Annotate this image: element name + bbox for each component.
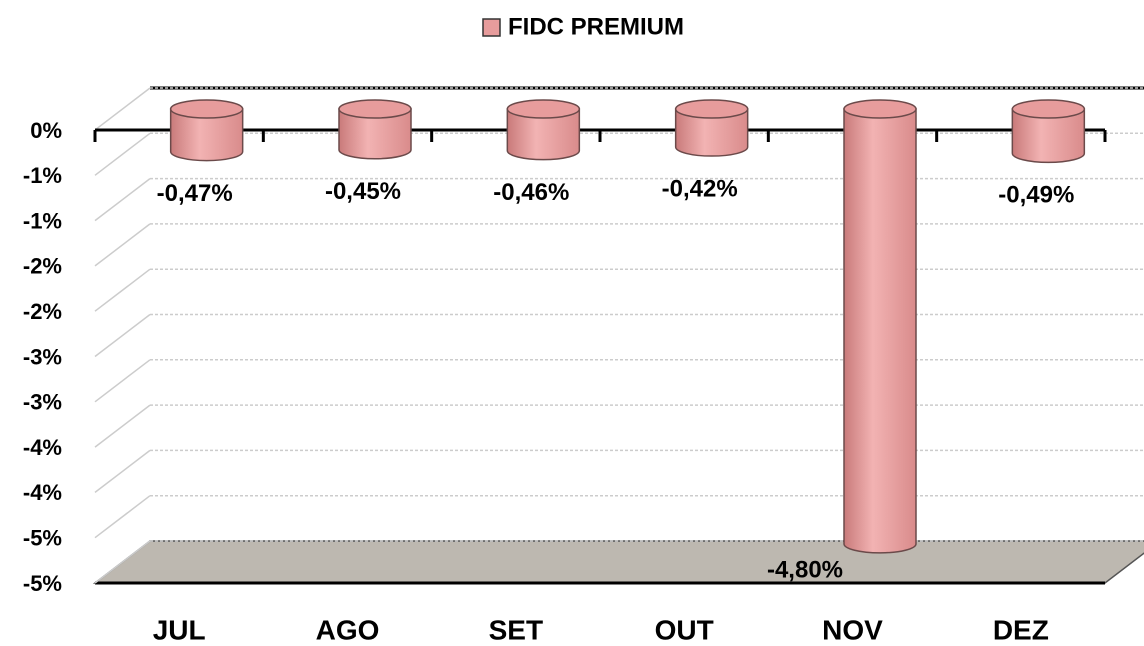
grid-diagonal: [94, 132, 151, 176]
x-tick-label: SET: [489, 614, 543, 645]
y-tick-label: -5%: [23, 571, 62, 596]
cylinder: [169, 99, 244, 162]
grid-diagonal: [94, 359, 151, 403]
cylinder-body: [338, 108, 412, 160]
y-tick-label: -4%: [23, 435, 62, 460]
legend-label: FIDC PREMIUM: [508, 13, 684, 40]
value-label: -0,47%: [157, 180, 233, 207]
y-tick-label: -4%: [23, 480, 62, 505]
cylinder-top: [506, 99, 581, 119]
x-tick-label: JUL: [153, 614, 206, 645]
cylinder-top: [1011, 99, 1086, 119]
grid-diagonal: [94, 268, 151, 312]
value-label: -4,80%: [767, 556, 843, 583]
grid-diagonal: [94, 404, 151, 448]
cylinder-top: [169, 99, 244, 119]
floor: [92, 540, 1144, 584]
x-tick-label: OUT: [655, 614, 714, 645]
cylinder-body: [843, 108, 917, 554]
y-tick-label: -5%: [23, 526, 62, 551]
grid-diagonal: [94, 495, 151, 539]
cylinder-top: [338, 99, 412, 119]
legend-swatch: [482, 18, 501, 37]
value-label: -0,42%: [662, 175, 738, 202]
y-tick-label: -3%: [23, 390, 62, 415]
y-tick-label: -2%: [23, 299, 62, 324]
cylinder: [506, 99, 581, 161]
grid-diagonal: [94, 540, 151, 584]
x-tick-label: DEZ: [993, 614, 1049, 645]
value-label: -0,49%: [998, 182, 1074, 209]
cylinder-body: [1011, 108, 1086, 164]
x-tick-label: AGO: [316, 614, 380, 645]
grid-diagonal: [94, 449, 151, 493]
cylinder: [843, 99, 917, 554]
grid-diagonal: [94, 313, 151, 358]
cylinder-body: [674, 108, 749, 157]
x-tick-label: NOV: [822, 614, 883, 645]
y-tick-label: -2%: [23, 254, 62, 279]
cylinder-top: [674, 99, 749, 119]
value-label: -0,46%: [493, 179, 569, 206]
cylinder: [674, 99, 749, 157]
cylinder: [338, 99, 412, 160]
y-tick-label: -1%: [23, 208, 62, 233]
value-label: -0,45%: [325, 178, 401, 205]
cylinder-body: [506, 108, 581, 161]
grid-diagonal: [94, 178, 151, 222]
y-tick-label: -3%: [23, 344, 62, 369]
cylinder: [1011, 99, 1086, 164]
cylinder-top: [843, 99, 917, 119]
grid-diagonal: [94, 87, 151, 131]
y-tick-label: 0%: [30, 118, 62, 143]
grid-diagonal: [94, 223, 151, 267]
y-tick-label: -1%: [23, 163, 62, 188]
cylinder-body: [169, 108, 244, 162]
